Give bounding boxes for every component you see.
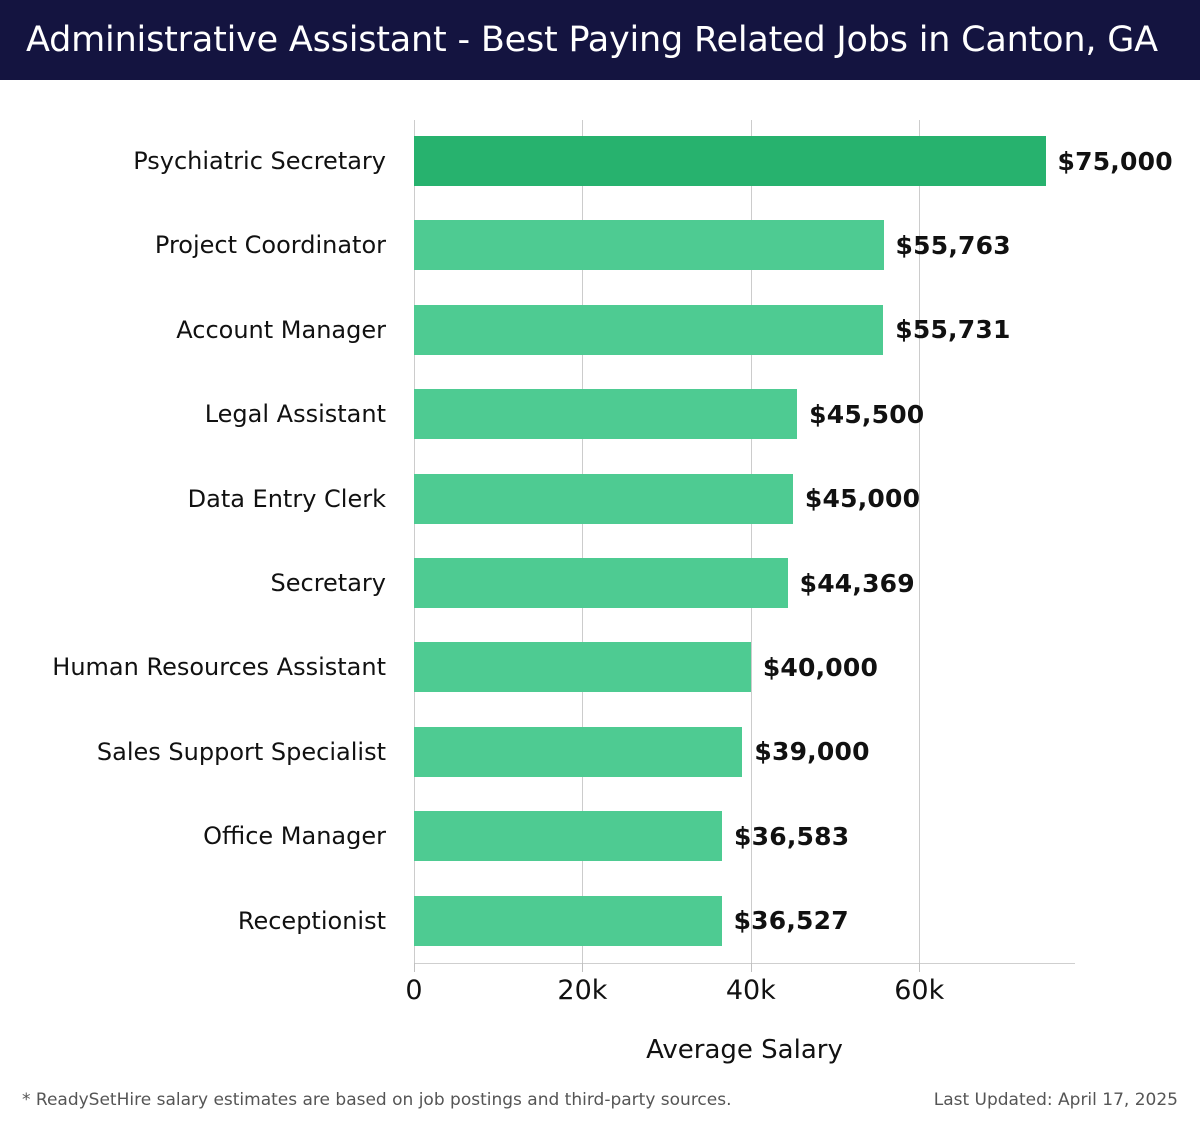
bar-chart: $75,000 Psychiatric Secretary $55,763 Proje…: [0, 80, 1200, 1080]
footer-last-updated: Last Updated: April 17, 2025: [933, 1090, 1178, 1110]
bar-value-label: $44,369: [799, 568, 915, 598]
bar[interactable]: [414, 304, 884, 355]
bar-value-label: $40,000: [762, 652, 879, 682]
bar-value-label: $75,000: [1057, 146, 1173, 176]
gridline: [582, 120, 584, 963]
gridline: [919, 120, 921, 963]
x-axis-tick-label: 60k: [894, 975, 945, 1006]
x-axis-tick-label: 20k: [557, 975, 608, 1006]
bar-value-label: $55,763: [895, 230, 1011, 260]
bar[interactable]: [414, 811, 723, 862]
x-axis-line: [414, 963, 1075, 964]
y-axis-category-label: Legal Assistant: [204, 400, 386, 429]
x-axis-tick: [919, 963, 921, 972]
bar[interactable]: [414, 473, 793, 524]
footer-disclaimer: * ReadySetHire salary estimates are base…: [22, 1090, 732, 1110]
bar[interactable]: [414, 726, 743, 777]
bar-value-label: $45,500: [809, 399, 925, 429]
y-axis-category-label: Human Resources Assistant: [52, 653, 386, 682]
gridline: [414, 120, 415, 963]
y-axis-category-label: Psychiatric Secretary: [133, 147, 386, 175]
x-axis-tick-label: 40k: [725, 975, 776, 1006]
y-axis-category-label: Sales Support Specialist: [96, 737, 386, 766]
y-axis-category-label: Account Manager: [176, 315, 386, 344]
x-axis-title: Average Salary: [646, 1035, 843, 1065]
y-axis-category-label: Project Coordinator: [154, 231, 386, 260]
plot-area: $75,000 Psychiatric Secretary $55,763 Proje…: [52, 120, 1173, 1006]
bar[interactable]: [414, 136, 1046, 186]
page-footer: * ReadySetHire salary estimates are base…: [0, 1090, 1200, 1140]
x-axis-tick: [582, 963, 584, 972]
bar-value-label: $36,527: [733, 906, 849, 936]
bar[interactable]: [414, 642, 751, 693]
y-axis-category-label: Secretary: [270, 569, 387, 597]
bar-value-label: $45,000: [804, 484, 921, 514]
bar[interactable]: [414, 558, 788, 608]
bar-value-label: $36,583: [734, 821, 850, 851]
page-header: Administrative Assistant - Best Paying R…: [0, 0, 1200, 80]
x-axis-tick-label: 0: [405, 975, 423, 1006]
bar-value-label: $55,731: [895, 315, 1011, 345]
bar[interactable]: [414, 220, 884, 271]
x-axis-tick: [414, 963, 415, 972]
bar[interactable]: [414, 895, 722, 946]
page-title: Administrative Assistant - Best Paying R…: [26, 20, 1158, 60]
bar-value-label: $39,000: [754, 737, 870, 767]
x-axis-tick: [750, 963, 752, 972]
y-axis-category-label: Data Entry Clerk: [187, 484, 386, 513]
y-axis-category-label: Office Manager: [203, 822, 386, 851]
gridline: [750, 120, 752, 963]
y-axis-category-label: Receptionist: [237, 906, 386, 935]
bar[interactable]: [414, 389, 798, 440]
